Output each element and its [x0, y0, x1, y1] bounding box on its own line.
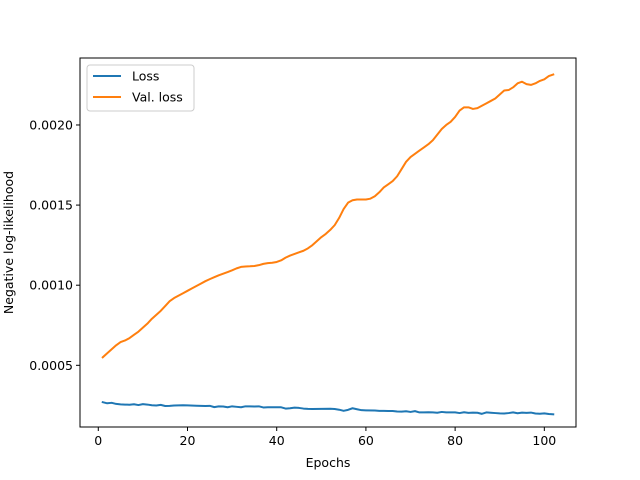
- x-tick-label: 100: [532, 433, 556, 448]
- x-tick-label: 80: [447, 433, 463, 448]
- y-tick-label: 0.0020: [29, 117, 73, 132]
- legend-label-val-loss: Val. loss: [132, 90, 183, 105]
- x-tick-label: 0: [94, 433, 102, 448]
- plot-lines: [101, 73, 555, 416]
- plot-frame: [79, 57, 577, 428]
- y-tick-label: 0.0010: [29, 278, 73, 293]
- x-axis-label: Epochs: [306, 455, 351, 470]
- x-axis: 0 20 40 60 80 100: [94, 427, 556, 448]
- series-line-val-loss: [101, 73, 555, 359]
- y-axis: 0.0005 0.0010 0.0015 0.0020: [29, 117, 80, 373]
- y-tick-label: 0.0005: [29, 358, 73, 373]
- series-line-loss: [101, 400, 555, 416]
- x-tick-label: 20: [180, 433, 196, 448]
- y-axis-label: Negative log-likelihood: [1, 171, 16, 314]
- legend: Loss Val. loss: [86, 64, 195, 112]
- y-tick-label: 0.0015: [29, 198, 73, 213]
- x-tick-label: 40: [269, 433, 285, 448]
- legend-label-loss: Loss: [132, 69, 159, 84]
- x-tick-label: 60: [358, 433, 374, 448]
